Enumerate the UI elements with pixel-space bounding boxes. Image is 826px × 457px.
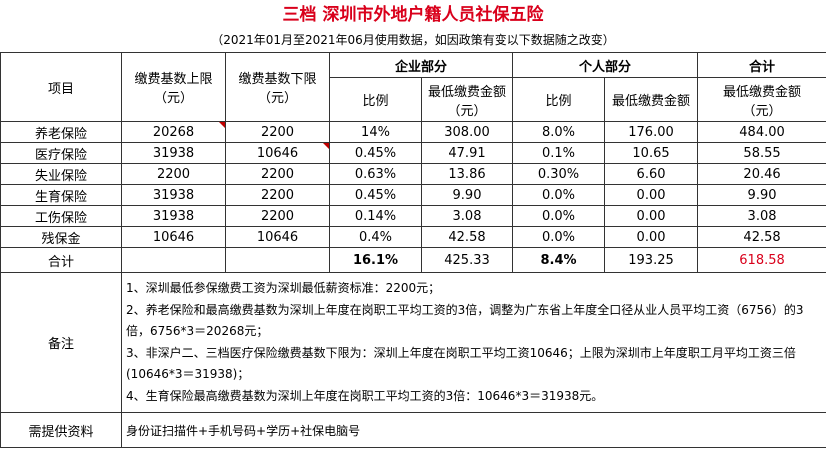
note-item: 4、生育保险最高缴费基数为深圳上年度在岗职工平均工资的3倍：10646*3＝31… bbox=[126, 388, 604, 403]
row-upper: 31938 bbox=[121, 184, 226, 206]
header-item: 项目 bbox=[0, 52, 122, 122]
sum-lower-empty bbox=[225, 247, 330, 273]
sum-personal-ratio: 8.4% bbox=[512, 247, 606, 273]
table-row: 失业保险 2200 2200 0.63% 13.86 0.30% 6.60 20… bbox=[0, 163, 826, 185]
row-lower: 2200 bbox=[225, 121, 330, 143]
table-row: 工伤保险 31938 2200 0.14% 3.08 0.0% 0.00 3.0… bbox=[0, 205, 826, 227]
row-personal-ratio: 0.30% bbox=[512, 163, 606, 185]
header-company-amount: 最低缴费金额 （元） bbox=[420, 77, 514, 122]
table-row: 残保金 10646 10646 0.4% 42.58 0.0% 0.00 42.… bbox=[0, 226, 826, 248]
sum-company-amount: 425.33 bbox=[420, 247, 514, 273]
row-lower: 2200 bbox=[225, 184, 330, 206]
page-title: 三档 深圳市外地户籍人员社保五险 bbox=[282, 5, 544, 25]
row-personal-ratio: 0.0% bbox=[512, 184, 606, 206]
row-company-amount: 3.08 bbox=[420, 205, 514, 227]
row-lower: 2200 bbox=[225, 163, 330, 185]
row-total: 42.58 bbox=[697, 226, 826, 248]
sum-company-ratio: 16.1% bbox=[329, 247, 422, 273]
table-row: 养老保险 20268 2200 14% 308.00 8.0% 176.00 4… bbox=[0, 121, 826, 143]
row-company-ratio: 0.45% bbox=[329, 184, 422, 206]
row-total: 484.00 bbox=[697, 121, 826, 143]
sum-upper-empty bbox=[121, 247, 226, 273]
docs-content: 身份证扫描件+手机号码+学历+社保电脑号 bbox=[120, 412, 826, 448]
row-total: 3.08 bbox=[697, 205, 826, 227]
row-personal-amount: 0.00 bbox=[604, 184, 699, 206]
docs-label: 需提供资料 bbox=[0, 412, 122, 448]
header-personal-amount: 最低缴费金额 bbox=[604, 77, 699, 122]
note-item: 1、深圳最低参保缴费工资为深圳最低薪资标准：2200元； bbox=[126, 281, 441, 295]
note-item: 3、非深户二、三档医疗保险缴费基数下限为：深圳上年度在岗职工平均工资10646；… bbox=[126, 345, 796, 382]
header-company-ratio: 比例 bbox=[329, 77, 422, 122]
row-personal-ratio: 0.1% bbox=[512, 142, 606, 164]
table-row: 医疗保险 31938 10646 0.45% 47.91 0.1% 10.65 … bbox=[0, 142, 826, 164]
sum-personal-amount: 193.25 bbox=[604, 247, 699, 273]
row-personal-amount: 6.60 bbox=[604, 163, 699, 185]
row-upper: 2200 bbox=[121, 163, 226, 185]
row-upper: 31938 bbox=[121, 142, 226, 164]
row-company-ratio: 0.63% bbox=[329, 163, 422, 185]
notes-content: 1、深圳最低参保缴费工资为深圳最低薪资标准：2200元； 2、养老保险和最高缴费… bbox=[120, 272, 826, 413]
row-personal-amount: 10.65 bbox=[604, 142, 699, 164]
comment-marker-icon bbox=[323, 143, 329, 149]
row-total: 20.46 bbox=[697, 163, 826, 185]
header-personal: 个人部分 bbox=[512, 52, 699, 78]
row-lower: 10646 bbox=[225, 142, 330, 164]
insurance-table: 项目 缴费基数上限 （元） 缴费基数下限 （元） 企业部分 个人部分 合计 比例 最… bbox=[0, 52, 826, 448]
row-lower: 2200 bbox=[225, 205, 330, 227]
row-name: 医疗保险 bbox=[0, 142, 122, 164]
header-upper: 缴费基数上限 （元） bbox=[121, 52, 226, 122]
page-subtitle: （2021年01月至2021年06月使用数据，如因政策有变以下数据随之改变） bbox=[211, 33, 615, 47]
row-company-amount: 47.91 bbox=[420, 142, 514, 164]
row-personal-ratio: 8.0% bbox=[512, 121, 606, 143]
row-personal-ratio: 0.0% bbox=[512, 226, 606, 248]
row-personal-amount: 0.00 bbox=[604, 226, 699, 248]
header-lower: 缴费基数下限 （元） bbox=[225, 52, 330, 122]
row-company-amount: 42.58 bbox=[420, 226, 514, 248]
row-upper: 10646 bbox=[121, 226, 226, 248]
row-lower: 10646 bbox=[225, 226, 330, 248]
row-name: 生育保险 bbox=[0, 184, 122, 206]
row-company-amount: 13.86 bbox=[420, 163, 514, 185]
row-personal-amount: 176.00 bbox=[604, 121, 699, 143]
header-company: 企业部分 bbox=[328, 52, 514, 78]
row-name: 养老保险 bbox=[0, 121, 122, 143]
header-personal-ratio: 比例 bbox=[512, 77, 606, 122]
row-upper: 31938 bbox=[121, 205, 226, 227]
header-total-amount: 最低缴费金额 （元） bbox=[697, 77, 826, 122]
sum-label: 合计 bbox=[0, 247, 122, 273]
row-company-ratio: 0.14% bbox=[329, 205, 422, 227]
notes-label: 备注 bbox=[0, 272, 122, 413]
comment-marker-icon bbox=[219, 122, 225, 128]
header-total: 合计 bbox=[697, 52, 826, 78]
row-company-ratio: 0.4% bbox=[329, 226, 422, 248]
row-total: 9.90 bbox=[697, 184, 826, 206]
row-upper: 20268 bbox=[121, 121, 226, 143]
row-company-ratio: 0.45% bbox=[329, 142, 422, 164]
row-total: 58.55 bbox=[697, 142, 826, 164]
row-name: 工伤保险 bbox=[0, 205, 122, 227]
row-personal-ratio: 0.0% bbox=[512, 205, 606, 227]
table-row: 生育保险 31938 2200 0.45% 9.90 0.0% 0.00 9.9… bbox=[0, 184, 826, 206]
row-name: 残保金 bbox=[0, 226, 122, 248]
row-company-amount: 9.90 bbox=[420, 184, 514, 206]
row-name: 失业保险 bbox=[0, 163, 122, 185]
row-company-ratio: 14% bbox=[329, 121, 422, 143]
sum-row: 合计 16.1% 425.33 8.4% 193.25 618.58 bbox=[0, 247, 826, 273]
row-company-amount: 308.00 bbox=[420, 121, 514, 143]
row-personal-amount: 0.00 bbox=[604, 205, 699, 227]
sum-total: 618.58 bbox=[697, 247, 826, 273]
note-item: 2、养老保险和最高缴费基数为深圳上年度在岗职工平均工资的3倍，调整为广东省上年度… bbox=[126, 302, 804, 339]
